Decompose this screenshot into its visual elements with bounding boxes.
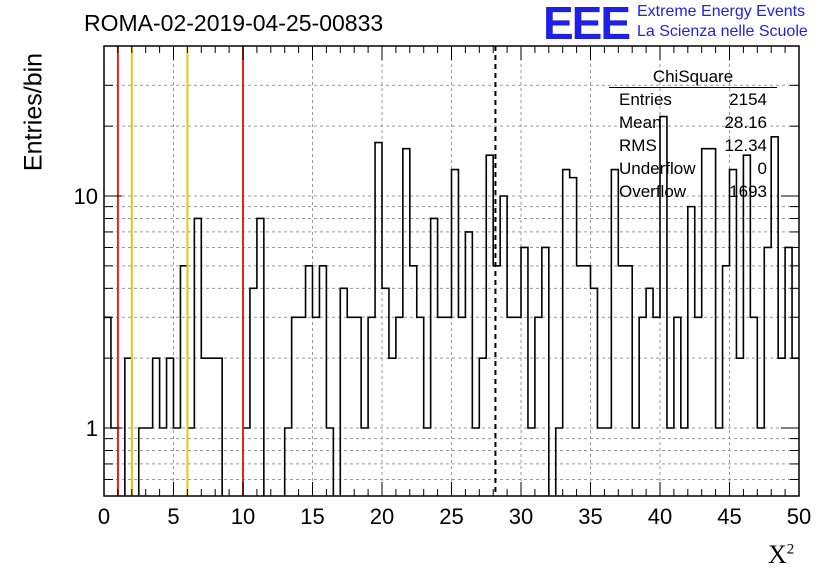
stats-key: Entries [619, 90, 672, 109]
stats-box: ChiSquare Entries 2154 Mean 28.16 RMS 12… [609, 65, 777, 203]
stats-row-rms: RMS 12.34 [609, 134, 777, 157]
x-tick-label: 25 [439, 504, 463, 529]
stats-key: Underflow [619, 159, 696, 178]
stats-row-mean: Mean 28.16 [609, 111, 777, 134]
marker-lines [116, 46, 497, 496]
logo-caption: Extreme Energy Events La Scienza nelle S… [637, 2, 808, 42]
x-tick-label: 10 [231, 504, 255, 529]
eee-logo: EEE [543, 0, 631, 49]
y-tick-label: 10 [74, 184, 98, 209]
y-tick-label: 1 [86, 416, 98, 441]
stats-row-overflow: Overflow 1693 [609, 180, 777, 203]
logo-caption-line2: La Scienza nelle Scuole [637, 23, 808, 40]
stats-row-underflow: Underflow 0 [609, 157, 777, 180]
x-tick-label: 5 [167, 504, 179, 529]
axis-ticks [103, 46, 800, 496]
x-axis-label: X2 [768, 540, 794, 570]
histogram [104, 115, 799, 496]
x-tick-label: 50 [787, 504, 811, 529]
tick-labels: 0 5 10 15 20 25 30 35 40 45 50 1 10 [74, 184, 812, 529]
x-tick-label: 30 [509, 504, 533, 529]
chart-title: ROMA-02-2019-04-25-00833 [84, 10, 384, 36]
x-axis-label-base: X [768, 540, 787, 569]
histogram-outline [104, 115, 799, 496]
stats-title: ChiSquare [609, 65, 777, 88]
x-axis-label-superscript: 2 [786, 541, 795, 558]
x-tick-label: 35 [578, 504, 602, 529]
stats-value: 1693 [729, 182, 767, 201]
stats-value: 0 [757, 159, 767, 178]
x-tick-label: 0 [98, 504, 110, 529]
stats-key: Mean [619, 113, 662, 132]
stats-value: 12.34 [724, 136, 767, 155]
grid-lines [104, 46, 799, 496]
stats-value: 28.16 [724, 113, 767, 132]
y-axis-label: Entries/bin [19, 52, 48, 172]
x-tick-label: 45 [717, 504, 741, 529]
logo-caption-line1: Extreme Energy Events [637, 3, 806, 20]
stats-value: 2154 [729, 90, 767, 109]
x-tick-label: 15 [300, 504, 324, 529]
stats-key: Overflow [619, 182, 687, 201]
stats-row-entries: Entries 2154 [609, 88, 777, 111]
x-tick-label: 20 [370, 504, 394, 529]
stats-key: RMS [619, 136, 657, 155]
x-tick-label: 40 [648, 504, 672, 529]
